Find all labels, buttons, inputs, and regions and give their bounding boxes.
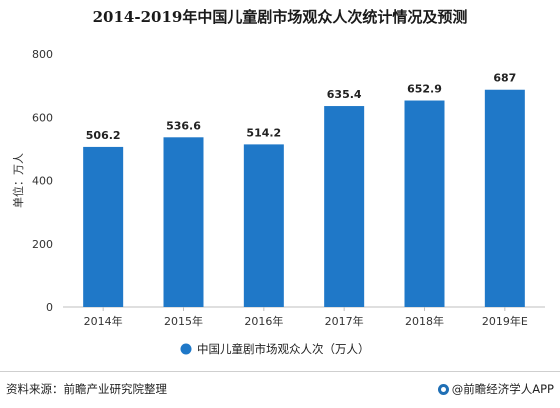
legend-label: 中国儿童剧市场观众人次（万人） bbox=[197, 342, 370, 356]
data-label: 635.4 bbox=[327, 88, 362, 101]
y-tick-label: 0 bbox=[46, 301, 53, 314]
data-label: 687 bbox=[493, 72, 516, 85]
bar bbox=[83, 146, 124, 307]
source-note: 资料来源：前瞻产业研究院整理 bbox=[6, 382, 167, 396]
brand-text: @前瞻经济学人APP bbox=[451, 382, 554, 396]
footer: 资料来源：前瞻产业研究院整理 @前瞻经济学人APP bbox=[0, 371, 560, 408]
data-label: 536.6 bbox=[166, 119, 201, 132]
bar-chart: 0 200 400 600 800 单位：万人 506.2 2014年 536.6 2015年 51… bbox=[11, 48, 545, 356]
y-tick-label: 600 bbox=[32, 111, 53, 124]
y-axis-label: 单位：万人 bbox=[11, 153, 25, 208]
data-label: 506.2 bbox=[86, 129, 121, 142]
x-tick-label: 2015年 bbox=[164, 314, 203, 328]
x-tick-label: 2018年 bbox=[405, 314, 444, 328]
bar bbox=[484, 89, 525, 307]
data-label: 514.2 bbox=[246, 126, 281, 139]
bar bbox=[324, 106, 365, 307]
brand-credit: @前瞻经济学人APP bbox=[437, 381, 554, 397]
legend-marker bbox=[180, 343, 192, 355]
brand-logo-icon bbox=[437, 383, 449, 395]
x-tick-label: 2017年 bbox=[325, 314, 364, 328]
y-tick-label: 200 bbox=[32, 238, 53, 251]
bar bbox=[243, 144, 284, 307]
x-tick-label: 2014年 bbox=[84, 314, 123, 328]
bar bbox=[163, 137, 204, 307]
y-tick-label: 400 bbox=[32, 175, 53, 188]
bar bbox=[404, 100, 445, 307]
data-label: 652.9 bbox=[407, 83, 442, 96]
y-tick-label: 800 bbox=[32, 48, 53, 61]
chart-title: 2014-2019年中国儿童剧市场观众人次统计情况及预测 bbox=[92, 8, 468, 26]
x-tick-label: 2019年E bbox=[482, 314, 528, 328]
x-tick-label: 2016年 bbox=[244, 314, 283, 328]
